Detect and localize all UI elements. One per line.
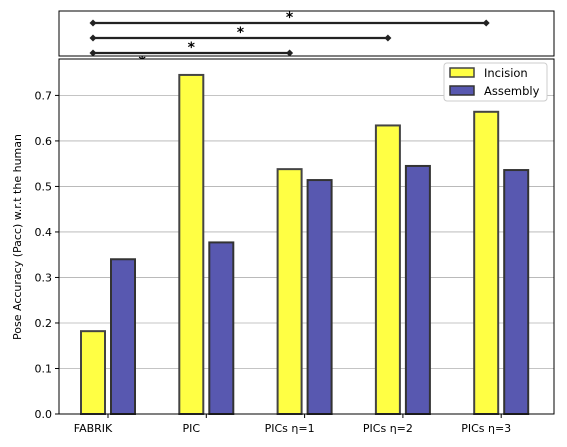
significance-marker [89, 19, 97, 27]
legend-label-incision: Incision [484, 66, 528, 80]
bar-incision [276, 168, 303, 415]
significance-marker [384, 34, 392, 42]
significance-marker [482, 19, 490, 27]
y-axis-label: Pose Accuracy (Pacc) w.r.t the human [11, 134, 24, 340]
y-tick-label: 0.1 [35, 362, 53, 375]
y-tick-label: 0.3 [35, 271, 53, 284]
x-tick-label: PIC [183, 422, 201, 435]
bar-assembly [404, 164, 431, 415]
x-axis: FABRIK PIC PICs η=1 PICs η=2 PICs η=3 [74, 414, 511, 435]
bar-incision [178, 73, 205, 416]
x-tick-label: PICs η=2 [363, 422, 413, 435]
significance-panel [58, 10, 555, 57]
x-tick-label: PICs η=3 [461, 422, 511, 435]
plot-frame [58, 58, 555, 415]
significance-star: * [237, 25, 245, 41]
y-tick-label: 0.5 [35, 180, 53, 193]
significance-marker [89, 34, 97, 42]
significance-marker [286, 49, 294, 57]
bar-incision [374, 124, 401, 415]
bar-incision [80, 330, 106, 415]
y-tick-label: 0.2 [35, 317, 53, 330]
legend-swatch-assembly [449, 85, 475, 96]
legend-swatch-incision [449, 67, 475, 78]
y-tick-label: 0.4 [35, 226, 53, 239]
significance-star: * [286, 10, 294, 26]
bar-assembly [306, 179, 333, 415]
legend: Incision Assembly [443, 62, 548, 102]
y-tick-label: 0.6 [35, 135, 53, 148]
significance-marker [89, 49, 97, 57]
bar-assembly [208, 241, 235, 415]
x-tick-label: FABRIK [74, 422, 113, 435]
bar-assembly [110, 258, 136, 415]
significance-star: * [188, 40, 196, 56]
legend-label-assembly: Assembly [484, 84, 540, 98]
x-tick-label: PICs η=1 [265, 422, 315, 435]
y-axis: 0.0 0.1 0.2 0.3 0.4 0.5 0.6 0.7 [35, 89, 59, 421]
y-tick-label: 0.0 [35, 408, 53, 421]
bar-assembly [503, 169, 530, 415]
y-tick-label: 0.7 [35, 89, 53, 102]
bar-incision [473, 110, 500, 416]
plot-area [59, 59, 554, 414]
